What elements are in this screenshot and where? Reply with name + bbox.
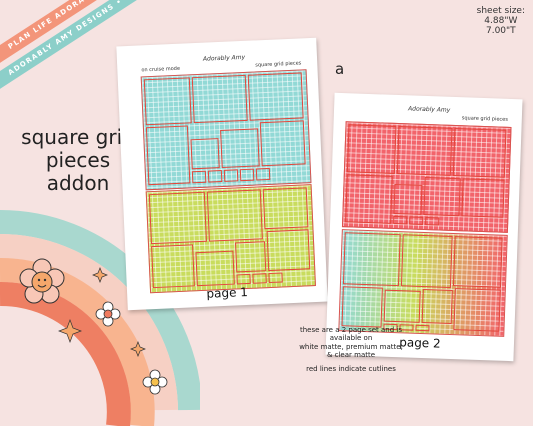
title-line-3: addon: [46, 171, 110, 195]
sheet-size-info: sheet size: 4.88"W 7.00"T: [477, 6, 525, 36]
sparkle-icon: [130, 341, 146, 357]
coral-grid-panel: [341, 121, 512, 233]
title-line-2: pieces: [45, 148, 111, 172]
page1-header-right: square grid pieces: [255, 60, 302, 69]
title-line-1: square grid: [21, 125, 135, 149]
page1-header-logo: Adorably Amy: [202, 53, 246, 63]
page2-header-right: square grid pieces: [461, 115, 508, 123]
daisy-icon: [95, 301, 121, 327]
sheet-page-2: Adorably Amy square grid pieces page 2: [325, 92, 523, 362]
variant-letter: a: [335, 60, 345, 78]
smiley-flower-icon: [19, 258, 65, 304]
note-line-1: these are a 2 page set and is available …: [299, 326, 403, 342]
page1-header-left: on cruise mode: [141, 65, 181, 74]
ombre-grid-panel: [338, 229, 508, 337]
teal-grid-panel: [140, 69, 312, 191]
page2-header-logo: Adorably Amy: [407, 105, 451, 114]
sparkle-icon: [92, 267, 108, 283]
product-title: square grid pieces addon: [18, 126, 138, 195]
note-line-2: white matte, premium matte, & clear matt…: [299, 343, 403, 359]
sheet-size-width: 4.88"W: [484, 16, 518, 26]
product-note: these are a 2 page set and is available …: [296, 326, 406, 373]
sheet-page-1: on cruise mode Adorably Amy square grid …: [116, 37, 328, 311]
lime-grid-panel: [145, 184, 316, 294]
sparkle-icon: [58, 319, 82, 343]
note-line-3: red lines indicate cutlines: [306, 365, 396, 373]
sheet-size-height: 7.00"T: [485, 26, 516, 36]
sheet-size-label: sheet size:: [476, 6, 525, 16]
daisy-icon: [142, 369, 168, 395]
